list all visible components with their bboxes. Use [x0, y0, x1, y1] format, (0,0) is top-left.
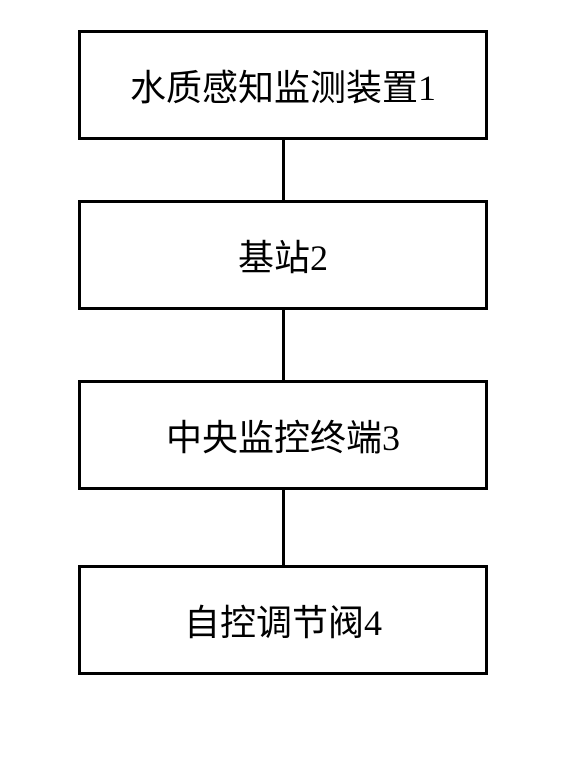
flowchart-node-2: 基站2	[78, 200, 488, 310]
flowchart-node-3: 中央监控终端3	[78, 380, 488, 490]
node-label-2: 基站2	[238, 229, 328, 281]
node-label-4: 自控调节阀4	[184, 594, 382, 646]
connector-2-3	[282, 310, 285, 380]
flowchart-node-1: 水质感知监测装置1	[78, 30, 488, 140]
node-label-3: 中央监控终端3	[166, 409, 400, 461]
node-label-1: 水质感知监测装置1	[130, 59, 436, 111]
connector-3-4	[282, 490, 285, 565]
flowchart-node-4: 自控调节阀4	[78, 565, 488, 675]
connector-1-2	[282, 140, 285, 200]
